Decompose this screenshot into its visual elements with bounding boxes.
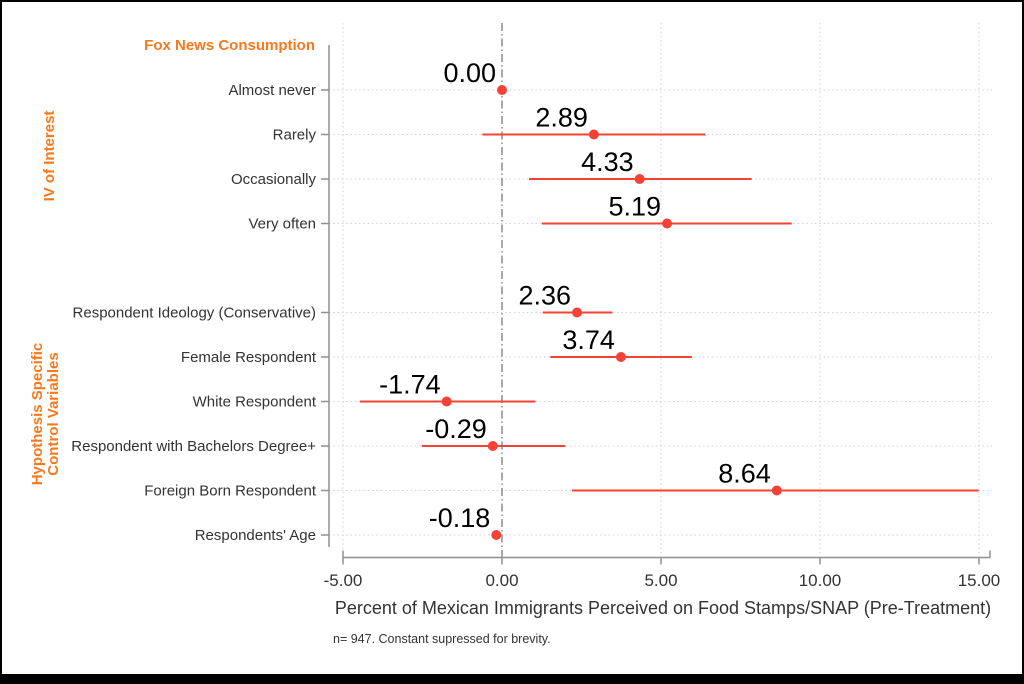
estimate-value-label: 2.89: [535, 103, 588, 133]
point-estimate-marker: [487, 441, 498, 451]
category-label: Almost never: [228, 82, 316, 99]
category-label: Rarely: [273, 127, 317, 144]
point-estimate-marker: [572, 307, 583, 318]
estimate-value-label: -0.18: [429, 503, 491, 533]
frame-border-right: [1022, 0, 1024, 684]
point-estimate-marker: [588, 129, 599, 140]
x-axis-title: Percent of Mexican Immigrants Perceived …: [334, 598, 992, 618]
x-tick-label: -5.00: [324, 571, 363, 590]
x-tick-label: 10.00: [799, 571, 842, 590]
point-estimate-marker: [497, 85, 507, 95]
estimate-value-label: 4.33: [581, 147, 634, 177]
estimate-value-label: 5.19: [608, 192, 661, 222]
point-estimate-marker: [491, 530, 502, 540]
estimate-value-label: 3.74: [562, 325, 615, 355]
category-label: Respondent with Bachelors Degree+: [71, 438, 316, 455]
frame-border-left: [0, 0, 2, 684]
point-estimate-marker: [441, 396, 452, 407]
category-label: Occasionally: [231, 171, 317, 188]
estimate-value-label: 2.36: [518, 281, 571, 311]
category-label: Respondents' Age: [195, 527, 316, 544]
point-estimate-marker: [634, 174, 645, 184]
figure-note: n= 947. Constant supressed for brevity.: [333, 632, 551, 646]
category-label: White Respondent: [193, 394, 317, 411]
x-tick-label: 5.00: [644, 571, 677, 590]
estimate-value-label: 0.00: [443, 58, 496, 88]
frame-border-bottom: [0, 674, 1024, 684]
frame-border-top: [0, 0, 1024, 2]
category-label: Female Respondent: [181, 349, 317, 366]
estimate-value-label: -1.74: [379, 370, 441, 400]
section-header-fox-news-consumption: Fox News Consumption: [144, 37, 315, 54]
x-tick-label: 15.00: [958, 571, 1001, 590]
category-label: Very often: [248, 216, 316, 233]
point-estimate-marker: [662, 218, 673, 229]
point-estimate-marker: [615, 352, 626, 362]
category-label: Foreign Born Respondent: [144, 483, 317, 500]
x-tick-label: 0.00: [485, 571, 518, 590]
estimate-value-label: 8.64: [718, 459, 771, 489]
point-estimate-marker: [771, 485, 782, 496]
estimate-value-label: -0.29: [425, 414, 487, 444]
category-label: Respondent Ideology (Conservative): [73, 305, 316, 322]
